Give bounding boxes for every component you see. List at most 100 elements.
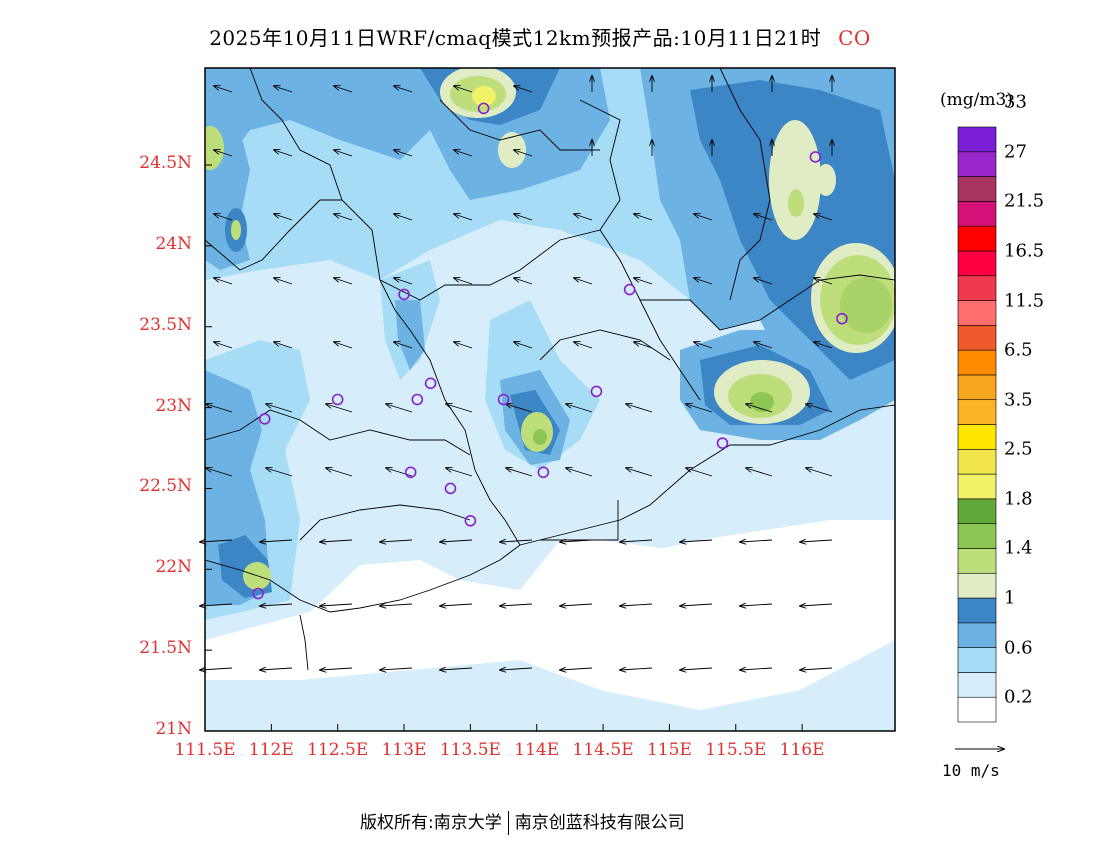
colorbar-swatch xyxy=(957,672,997,698)
wind-arrow xyxy=(454,150,473,157)
wind-arrow xyxy=(386,468,413,477)
colorbar-label: 3.5 xyxy=(1004,389,1033,411)
colorbar-swatch xyxy=(957,325,997,351)
wind-arrow xyxy=(694,342,713,349)
wind-arrow xyxy=(694,278,713,285)
colorbar-swatch xyxy=(957,349,997,376)
concentration-field xyxy=(205,68,895,731)
lon-label: 113E xyxy=(381,740,427,760)
footer-left: 版权所有:南京大学 xyxy=(360,813,502,833)
colorbar-swatch xyxy=(957,572,997,599)
copyright-footer: 版权所有:南京大学 南京创蓝科技有限公司 xyxy=(360,808,685,835)
wind-arrow xyxy=(394,86,413,93)
wind-arrow xyxy=(680,604,713,606)
wind-arrow xyxy=(620,668,653,670)
wind-arrow xyxy=(394,150,413,157)
wind-arrow xyxy=(326,468,353,477)
colorbar-swatch xyxy=(957,399,997,425)
wind-arrow xyxy=(334,278,353,285)
station-marker xyxy=(809,151,822,163)
title-pollutant: CO xyxy=(838,26,871,50)
colorbar-swatch xyxy=(957,300,997,326)
wind-arrow xyxy=(574,214,593,221)
colorbar-swatch xyxy=(957,275,997,301)
wind-arrow xyxy=(514,278,533,285)
wind-arrow xyxy=(806,468,833,477)
lon-label: 112.5E xyxy=(307,740,369,760)
station-marker xyxy=(258,413,271,425)
wind-arrow xyxy=(334,150,353,157)
wind-arrow xyxy=(446,404,473,413)
wind-arrow xyxy=(800,604,833,606)
wind-arrow xyxy=(274,278,293,285)
colorbar-swatch xyxy=(957,498,997,524)
wind-arrow xyxy=(454,214,473,221)
wind-arrow xyxy=(440,540,473,542)
colorbar-label: 21.5 xyxy=(1004,190,1045,212)
wind-arrow xyxy=(746,468,773,477)
wind-arrow xyxy=(560,604,593,606)
wind-vectors xyxy=(200,76,832,670)
colorbar-swatch xyxy=(957,523,997,549)
station-marker xyxy=(411,393,424,406)
wind-arrow xyxy=(394,278,413,285)
wind-arrow xyxy=(514,342,533,349)
colorbar-swatch xyxy=(957,225,997,252)
colorbar-label: 6.5 xyxy=(1004,339,1033,361)
colorbar xyxy=(957,126,997,723)
wind-arrow xyxy=(260,540,293,542)
lon-label: 113.5E xyxy=(439,740,501,760)
wind-arrow xyxy=(380,668,413,670)
wind-arrow xyxy=(214,278,233,285)
station-marker xyxy=(424,377,437,390)
station-marker xyxy=(836,312,848,325)
colorbar-swatch xyxy=(957,473,997,500)
colorbar-swatch xyxy=(957,250,997,277)
wind-arrow xyxy=(560,540,593,542)
wind-arrow xyxy=(266,468,293,477)
wind-arrow xyxy=(740,668,773,670)
station-marker xyxy=(252,587,264,600)
wind-arrow xyxy=(626,404,653,413)
colorbar-swatch xyxy=(957,448,997,475)
wind-arrow xyxy=(514,150,533,157)
lon-label: 116E xyxy=(779,740,825,760)
wind-arrow xyxy=(680,668,713,670)
station-markers xyxy=(252,102,848,600)
wind-arrow xyxy=(680,540,713,542)
lat-label: 22N xyxy=(155,557,192,578)
wind-arrow xyxy=(634,214,653,221)
colorbar-swatch xyxy=(957,151,997,177)
wind-arrow xyxy=(746,404,773,413)
wind-arrow xyxy=(206,404,233,413)
wind-arrow xyxy=(266,404,293,413)
wind-arrow xyxy=(694,214,713,221)
map-frame xyxy=(204,67,896,732)
wind-arrow xyxy=(274,214,293,221)
colorbar-label: 0.6 xyxy=(1004,637,1033,659)
wind-arrow xyxy=(274,342,293,349)
wind-arrow xyxy=(800,668,833,670)
wind-arrow xyxy=(634,278,653,285)
wind-arrow xyxy=(686,404,713,413)
title-main: 2025年10月11日WRF/cmaq模式12km预报产品:10月11日21时 xyxy=(209,26,822,50)
lat-label: 21.5N xyxy=(139,638,192,659)
wind-arrow xyxy=(274,86,293,93)
wind-arrow xyxy=(566,404,593,413)
wind-arrow xyxy=(740,604,773,606)
wind-arrow xyxy=(626,468,653,477)
wind-arrow xyxy=(446,468,473,477)
wind-arrow xyxy=(320,540,353,542)
wind-arrow xyxy=(326,404,353,413)
wind-arrow xyxy=(806,404,833,413)
wind-arrow xyxy=(500,604,533,606)
wind-arrow xyxy=(214,214,233,221)
lat-label: 23N xyxy=(155,395,192,416)
wind-arrow xyxy=(380,604,413,606)
station-marker xyxy=(331,393,344,406)
colorbar-unit: (mg/m3) xyxy=(940,90,1013,110)
wind-arrow xyxy=(440,604,473,606)
wind-arrow xyxy=(754,214,773,221)
wind-arrow xyxy=(394,214,413,221)
wind-arrow xyxy=(500,540,533,542)
